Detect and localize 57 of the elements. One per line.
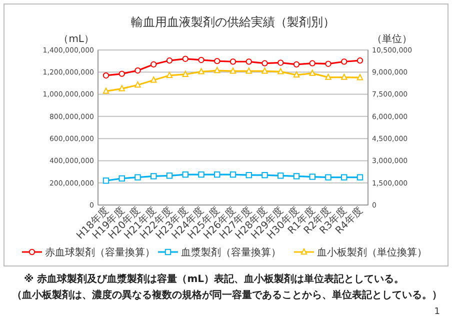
point [293,173,300,180]
point [214,58,220,64]
point [214,66,220,74]
point [309,60,316,66]
point [278,60,284,66]
point [118,70,125,77]
text: 1 [434,307,440,317]
point [150,61,157,68]
y2-axis-title: （単位） [372,33,412,45]
point [134,81,141,88]
point [102,88,110,94]
point [278,172,284,179]
point [150,173,157,180]
point [214,171,220,178]
text: ※ 赤血球製剤及び血漿製剤は容量（mL）表記、血小板製剤は単位表記としている。 [24,273,404,285]
point [230,58,236,65]
point [309,70,316,76]
point [262,60,268,66]
point [341,58,348,65]
point [182,56,188,62]
point [166,57,173,64]
point [102,178,110,184]
point [278,68,284,74]
point [341,74,348,80]
point [325,74,332,80]
point [262,172,268,178]
legend-label: 赤血球製剤（容量換算） [45,246,155,258]
point [182,171,188,178]
point [325,60,332,67]
point [356,57,364,64]
point [102,72,110,79]
point [356,74,364,80]
point [325,174,332,180]
legend-label: 血小板製剤（単位換算） [317,246,427,258]
y-axis-title: （mL） [58,34,94,45]
text: （血小板製剤は、濃度の異なる複数の規格が同一容量であることから、単位表記としている。） [12,289,442,301]
point [166,172,173,179]
point [341,174,348,180]
point [182,70,188,77]
point [166,72,173,78]
point [134,174,141,180]
point [246,172,252,178]
point [246,58,252,65]
point [293,61,300,68]
point [230,68,236,74]
legend-label: 血漿製剤（容量換算） [181,246,281,258]
point [198,171,204,178]
point [198,56,204,64]
point [134,67,141,74]
point [230,171,236,178]
point [293,71,300,78]
chart-title: 輸血用血液製剤の供給実績（製剤別） [131,15,335,29]
point [118,85,125,92]
point [356,174,364,180]
point [118,175,125,182]
point [198,68,204,74]
point [309,174,316,180]
